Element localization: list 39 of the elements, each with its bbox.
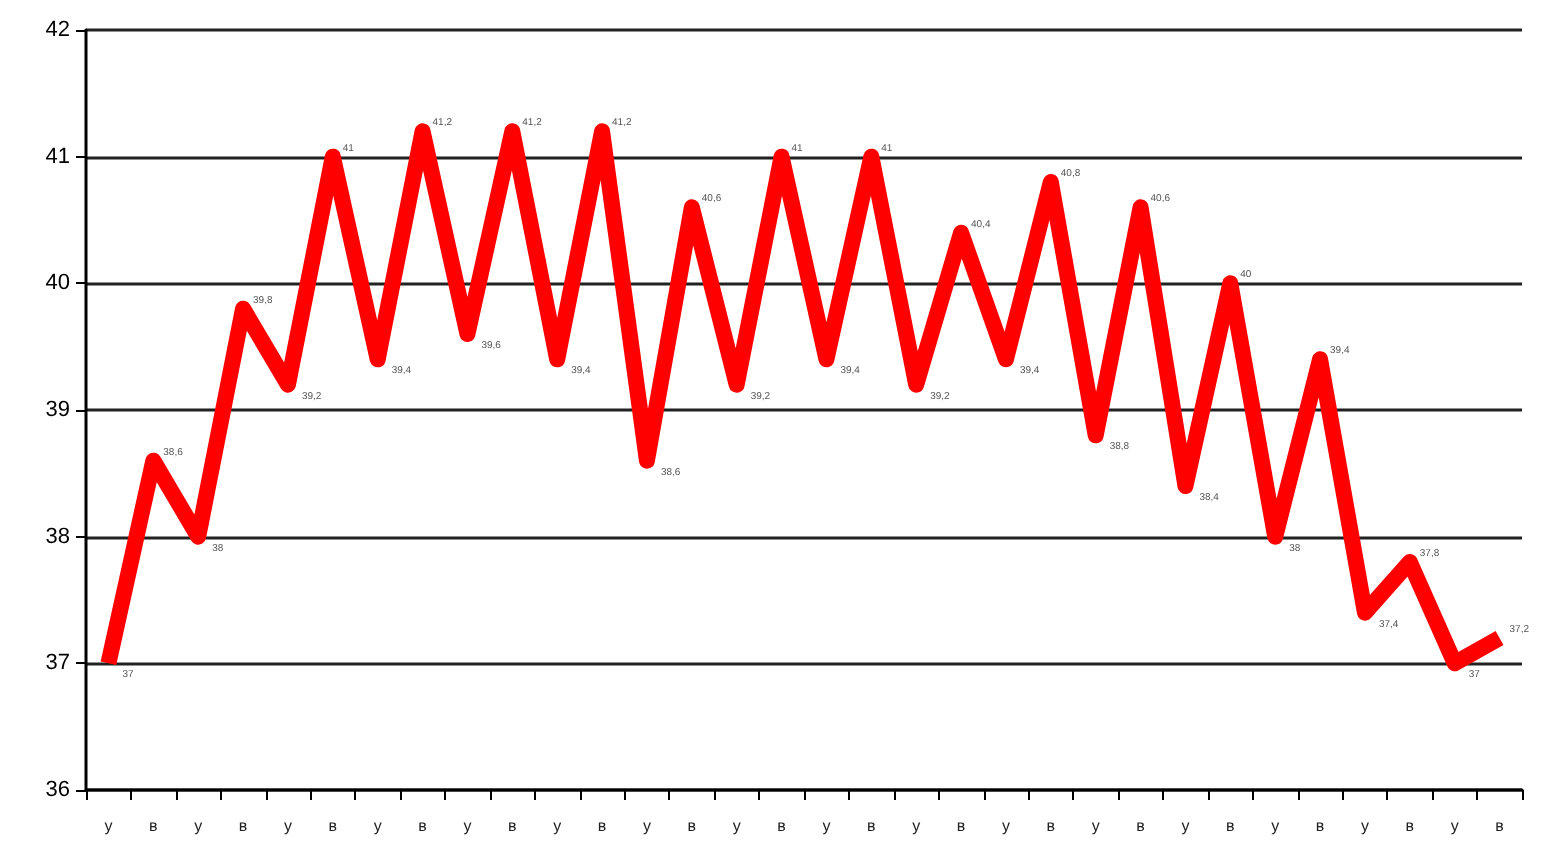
x-tick-label: в: [328, 817, 338, 835]
x-tick-label: в: [1046, 817, 1056, 835]
x-tick-label: у: [1001, 817, 1010, 835]
x-tick-label: в: [867, 817, 876, 835]
x-tick-label: в: [687, 817, 697, 835]
x-tick-label: у: [642, 817, 651, 835]
x-tick-label: у: [553, 817, 562, 835]
y-tick-label: 36: [45, 778, 70, 802]
x-tick-label: в: [1495, 817, 1504, 835]
x-tick-label: в: [1136, 817, 1145, 835]
y-tick-label: 38: [45, 524, 70, 549]
y-tick-label: 41: [45, 144, 70, 169]
x-tick-label: в: [238, 817, 248, 835]
x-tick-label: в: [956, 817, 966, 835]
x-tick-label: у: [1091, 817, 1100, 835]
x-tick-label: у: [104, 817, 113, 835]
x-tick-label: у: [1360, 817, 1369, 835]
x-tick-label: в: [1226, 817, 1235, 835]
x-tick-label: у: [463, 817, 472, 835]
y-tick-label: 39: [45, 398, 70, 422]
y-tick-label: 42: [45, 18, 70, 42]
x-tick-label: у: [373, 817, 382, 835]
x-tick-label: в: [597, 817, 607, 835]
x-tick-label: в: [1405, 817, 1415, 835]
x-tick-label: в: [508, 817, 517, 835]
x-tick-label: у: [732, 817, 741, 835]
x-tick-label: в: [1315, 817, 1325, 835]
x-tick-label: у: [912, 817, 921, 835]
x-tick-label: у: [1271, 817, 1280, 835]
x-tick-label: у: [283, 817, 292, 835]
x-tick-label: в: [777, 817, 786, 835]
x-tick-label: в: [149, 817, 158, 835]
x-tick-label: у: [1450, 817, 1459, 835]
y-tick-label: 37: [45, 651, 70, 676]
x-tick-label: у: [1181, 817, 1190, 835]
x-tick-label: в: [418, 817, 427, 835]
x-tick-label: у: [822, 817, 831, 835]
y-tick-label: 40: [45, 271, 70, 296]
x-tick-label: у: [194, 817, 203, 835]
